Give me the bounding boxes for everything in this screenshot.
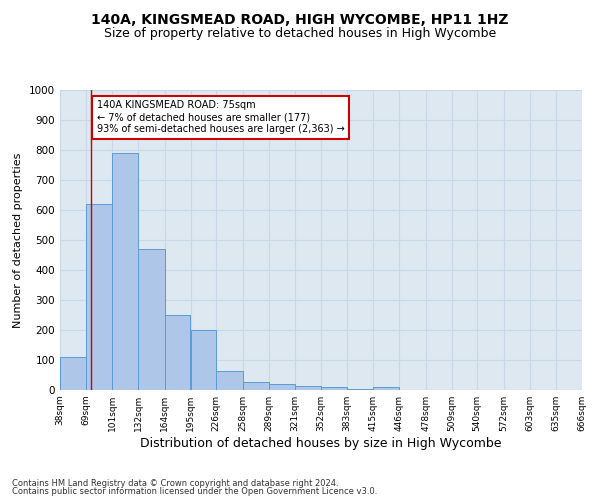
- X-axis label: Distribution of detached houses by size in High Wycombe: Distribution of detached houses by size …: [140, 437, 502, 450]
- Bar: [295, 386, 321, 390]
- Bar: [347, 388, 373, 390]
- Bar: [60, 357, 86, 390]
- Bar: [191, 330, 216, 390]
- Bar: [321, 387, 347, 390]
- Bar: [269, 384, 295, 390]
- Bar: [112, 153, 138, 390]
- Text: 140A KINGSMEAD ROAD: 75sqm
← 7% of detached houses are smaller (177)
93% of semi: 140A KINGSMEAD ROAD: 75sqm ← 7% of detac…: [97, 100, 344, 134]
- Bar: [138, 249, 164, 390]
- Text: Contains public sector information licensed under the Open Government Licence v3: Contains public sector information licen…: [12, 487, 377, 496]
- Bar: [165, 315, 190, 390]
- Text: Size of property relative to detached houses in High Wycombe: Size of property relative to detached ho…: [104, 28, 496, 40]
- Text: Contains HM Land Registry data © Crown copyright and database right 2024.: Contains HM Land Registry data © Crown c…: [12, 478, 338, 488]
- Y-axis label: Number of detached properties: Number of detached properties: [13, 152, 23, 328]
- Bar: [217, 371, 243, 390]
- Bar: [373, 387, 399, 390]
- Bar: [243, 382, 269, 390]
- Bar: [86, 204, 112, 390]
- Text: 140A, KINGSMEAD ROAD, HIGH WYCOMBE, HP11 1HZ: 140A, KINGSMEAD ROAD, HIGH WYCOMBE, HP11…: [91, 12, 509, 26]
